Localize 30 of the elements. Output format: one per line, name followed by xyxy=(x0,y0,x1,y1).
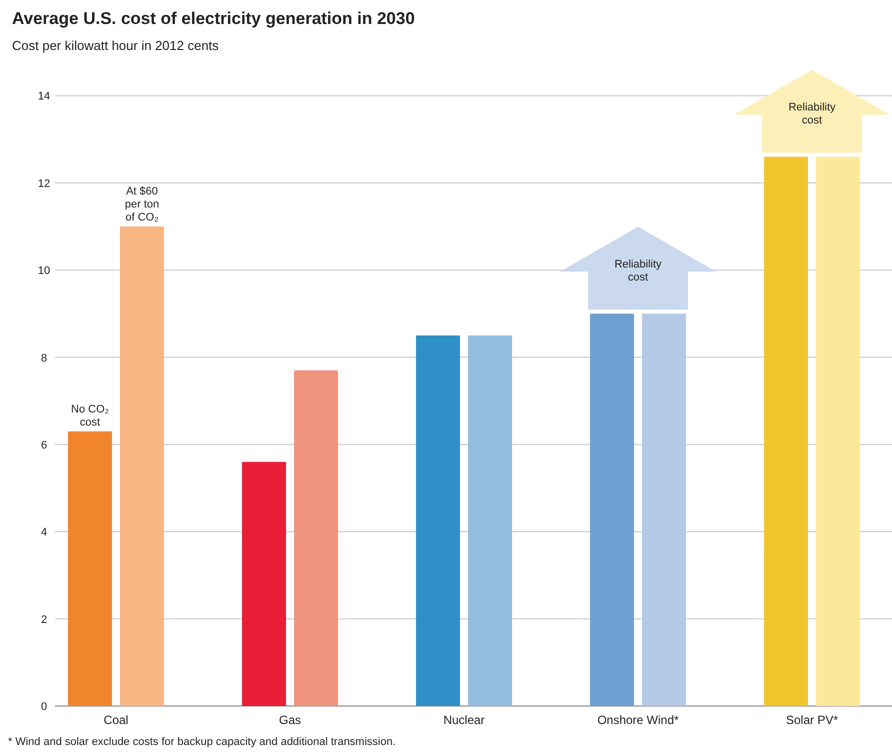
x-tick-label: Onshore Wind* xyxy=(597,713,680,727)
y-tick-label: 14 xyxy=(38,90,50,103)
annotation: Reliability cost xyxy=(788,102,836,127)
bar xyxy=(468,335,512,706)
bar xyxy=(294,370,338,706)
y-tick-label: 8 xyxy=(40,352,48,364)
bar xyxy=(68,431,112,706)
bar xyxy=(416,335,460,706)
bar xyxy=(764,156,808,706)
x-tick-label: Gas xyxy=(278,713,302,727)
bar xyxy=(242,462,286,706)
x-tick-label: Nuclear xyxy=(443,713,485,727)
chart-title: Average U.S. cost of electricity generation in 2030 xyxy=(12,9,415,28)
bar xyxy=(816,156,860,706)
annotation: No CO₂ cost xyxy=(71,403,109,428)
y-tick-label: 0 xyxy=(40,701,48,713)
annotation: At $60 per ton of CO₂ xyxy=(124,185,160,224)
y-tick-label: 6 xyxy=(40,439,48,452)
x-tick-label: Solar PV* xyxy=(786,713,838,727)
y-tick-label: 10 xyxy=(38,265,50,278)
chart-subtitle: Cost per kilowatt hour in 2012 cents xyxy=(12,38,220,53)
bar xyxy=(590,314,634,706)
bar xyxy=(642,314,686,706)
y-tick-label: 2 xyxy=(40,614,48,626)
y-tick-label: 4 xyxy=(40,526,48,539)
bar xyxy=(120,226,164,706)
text: * Wind and solar exclude costs for backup capacity and additional transmission. xyxy=(8,736,396,748)
x-tick-label: Coal xyxy=(104,713,128,727)
y-tick-label: 12 xyxy=(38,178,50,190)
annotation: Reliability cost xyxy=(614,258,662,284)
